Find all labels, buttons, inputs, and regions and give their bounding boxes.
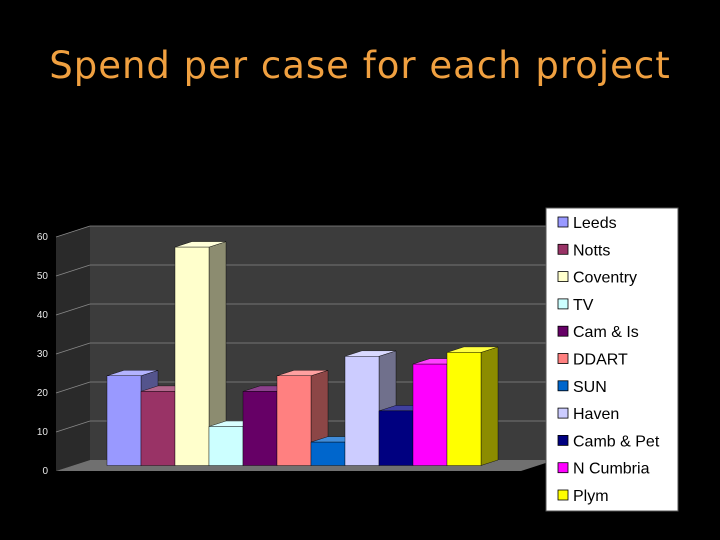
gridline (55, 381, 91, 394)
legend-label: N Cumbria (573, 461, 650, 478)
chart-legend: Leeds Notts Coventry TV Cam & Is DDART SUN Have… (545, 207, 679, 512)
y-tick-label: 40 (37, 310, 49, 321)
bar (174, 241, 227, 466)
bar-front (344, 356, 380, 466)
bar-front (276, 375, 312, 466)
legend-swatch (557, 298, 569, 310)
legend-label: Coventry (573, 270, 637, 287)
bar-front (310, 441, 346, 466)
bar-front (106, 375, 142, 466)
legend-swatch (557, 489, 569, 501)
legend-label: SUN (573, 379, 607, 396)
legend-swatch (557, 243, 569, 255)
y-tick-label: 60 (37, 232, 49, 243)
slide-title: Spend per case for each project (49, 44, 671, 87)
legend-label: Leeds (573, 215, 617, 232)
legend-label: Camb & Pet (573, 433, 660, 450)
bar-front (208, 426, 244, 466)
bar-front (446, 352, 482, 466)
y-tick-label: 20 (37, 388, 49, 399)
bar-side (480, 346, 499, 466)
legend-label: TV (573, 297, 594, 314)
gridline (55, 264, 91, 277)
bar (446, 346, 499, 466)
y-tick-label: 50 (37, 271, 49, 282)
bar-front (378, 410, 414, 466)
legend-swatch (557, 462, 569, 474)
legend-label: DDART (573, 352, 628, 369)
legend-label: Cam & Is (573, 324, 639, 341)
legend-swatch (557, 353, 569, 364)
legend-swatch (557, 380, 569, 392)
y-tick-label: 0 (42, 466, 48, 477)
gridline (55, 420, 91, 433)
gridline (55, 303, 91, 316)
legend-swatch (557, 325, 569, 337)
legend-swatch (557, 407, 569, 419)
y-tick-label: 10 (37, 427, 49, 438)
bar-front (140, 391, 176, 466)
gridline (55, 225, 91, 238)
legend-label: Notts (573, 242, 610, 259)
y-tick-label: 30 (37, 349, 49, 360)
legend-label: Plym (573, 488, 609, 505)
legend-swatch (557, 434, 569, 446)
y-axis-ticks: 0 10 20 30 40 50 60 (37, 232, 49, 477)
gridline (55, 342, 91, 355)
legend-swatch (557, 216, 569, 228)
legend-swatch (557, 271, 569, 283)
bar-front (412, 363, 448, 466)
bar-front (174, 246, 210, 466)
bar-front (242, 391, 278, 466)
chart-bars (106, 241, 499, 466)
legend-label: Haven (573, 406, 619, 423)
